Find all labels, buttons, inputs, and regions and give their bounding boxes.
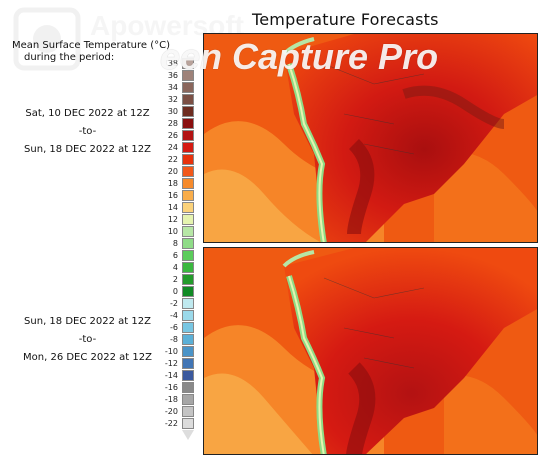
- subtitle-line-2: during the period:: [24, 52, 115, 63]
- legend-swatch: [182, 58, 194, 70]
- period-2-end: Mon, 26 DEC 2022 at 12Z: [23, 352, 152, 363]
- legend-swatch: [182, 262, 194, 274]
- legend-swatch: [182, 370, 194, 382]
- legend-swatch: [182, 310, 194, 322]
- legend-tick-label: 36: [167, 71, 178, 80]
- legend-tick-label: 34: [167, 83, 178, 92]
- legend-swatch: [182, 226, 194, 238]
- map-1-svg: [204, 34, 537, 242]
- legend-subtitle: Mean Surface Temperature (°C) during the…: [12, 40, 172, 64]
- legend-swatch: [182, 154, 194, 166]
- legend-swatch: [182, 298, 194, 310]
- forecast-map-1: [203, 33, 538, 243]
- legend-swatch: [182, 178, 194, 190]
- watermark-product: een Capture Pro: [160, 36, 439, 77]
- legend-tick-label: 20: [167, 167, 178, 176]
- legend-swatch: [182, 346, 194, 358]
- forecast-map-2: [203, 247, 538, 455]
- legend-tick-label: 2: [172, 275, 178, 284]
- period-1-end: Sun, 18 DEC 2022 at 12Z: [24, 144, 151, 155]
- legend-swatch: [182, 142, 194, 154]
- legend-tick-label: 12: [167, 215, 178, 224]
- legend-tick-label: 26: [167, 131, 178, 140]
- legend-tick-label: 4: [172, 263, 178, 272]
- legend-swatch: [182, 406, 194, 418]
- legend-arrow-icon: [182, 430, 194, 440]
- legend-tick-label: 8: [172, 239, 178, 248]
- legend-tick-label: -12: [164, 359, 178, 368]
- legend-tick-label: -16: [164, 383, 178, 392]
- legend-tick-label: -2: [170, 299, 178, 308]
- period-2-sep: -to-: [78, 334, 97, 345]
- legend-tick-label: 32: [167, 95, 178, 104]
- legend-swatch: [182, 166, 194, 178]
- legend-tick-label: 16: [167, 191, 178, 200]
- legend-tick-label: 14: [167, 203, 178, 212]
- legend-swatch: [182, 358, 194, 370]
- period-2-start: Sun, 18 DEC 2022 at 12Z: [24, 316, 151, 327]
- legend-swatch: [182, 118, 194, 130]
- legend-tick-label: -14: [164, 371, 178, 380]
- period-2-label: Sun, 18 DEC 2022 at 12Z -to- Mon, 26 DEC…: [0, 313, 175, 367]
- legend-tick-label: -22: [164, 419, 178, 428]
- subtitle-line-1: Mean Surface Temperature (°C): [12, 40, 171, 51]
- legend-swatch: [182, 130, 194, 142]
- legend-swatch: [182, 190, 194, 202]
- legend-swatch: [182, 322, 194, 334]
- legend-tick-label: 0: [172, 287, 178, 296]
- legend-tick-label: -6: [170, 323, 178, 332]
- legend-tick-label: 24: [167, 143, 178, 152]
- legend-swatch: [182, 214, 194, 226]
- period-1-sep: -to-: [78, 126, 97, 137]
- temperature-legend: 38 36 34 32 30 28 26 24 22 20 18 16 14 12 10 8 6 4 2 0 -2 -4-…: [165, 58, 198, 440]
- legend-swatch: [182, 274, 194, 286]
- map-2-svg: [204, 248, 537, 454]
- legend-swatch: [182, 334, 194, 346]
- legend-swatch: [182, 106, 194, 118]
- legend-tick-label: 38: [167, 59, 178, 68]
- legend-tick-label: 22: [167, 155, 178, 164]
- legend-tick-label: -8: [170, 335, 178, 344]
- page-title: Temperature Forecasts: [252, 10, 439, 29]
- legend-tick-label: 18: [167, 179, 178, 188]
- legend-tick-label: -10: [164, 347, 178, 356]
- legend-tick-label: 28: [167, 119, 178, 128]
- legend-tick-label: -20: [164, 407, 178, 416]
- legend-swatch: [182, 394, 194, 406]
- legend-tick-label: 6: [172, 251, 178, 260]
- legend-tick-label: -18: [164, 395, 178, 404]
- legend-swatch: [182, 202, 194, 214]
- legend-swatch: [182, 238, 194, 250]
- watermark-logo: [12, 6, 82, 72]
- legend-swatch: [182, 250, 194, 262]
- period-1-label: Sat, 10 DEC 2022 at 12Z -to- Sun, 18 DEC…: [0, 105, 175, 159]
- legend-tick-label: 30: [167, 107, 178, 116]
- legend-swatch: [182, 70, 194, 82]
- legend-tick-label: 10: [167, 227, 178, 236]
- legend-swatch: [182, 82, 194, 94]
- legend-tick-label: -4: [170, 311, 178, 320]
- legend-swatch: [182, 382, 194, 394]
- period-1-start: Sat, 10 DEC 2022 at 12Z: [25, 108, 150, 119]
- legend-swatch: [182, 418, 194, 430]
- legend-swatch: [182, 286, 194, 298]
- legend-swatch: [182, 94, 194, 106]
